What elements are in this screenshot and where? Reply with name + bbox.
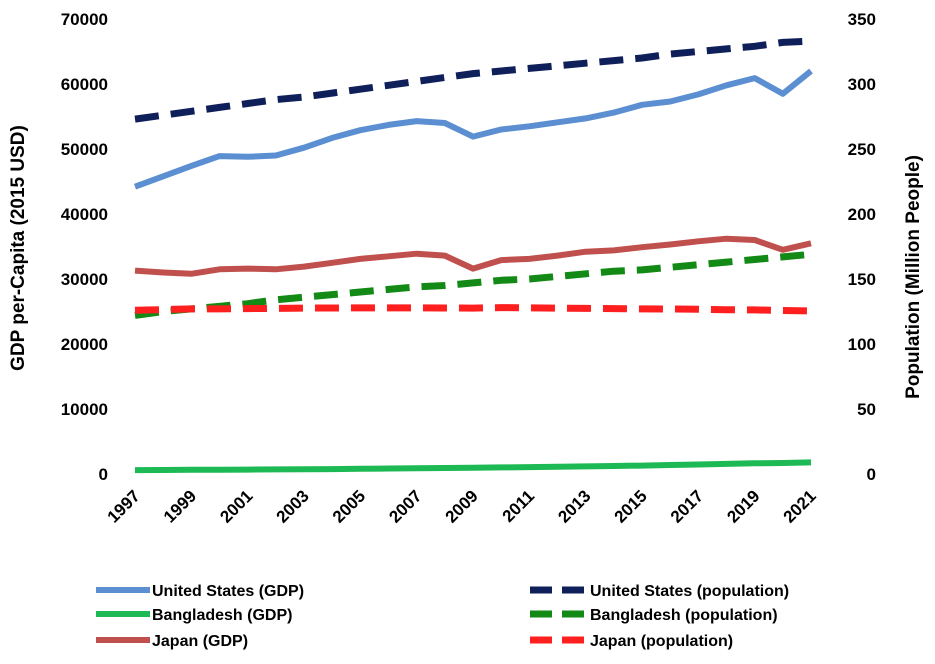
right-tick-label: 150	[848, 270, 876, 289]
right-tick-label: 200	[848, 205, 876, 224]
x-tick-label: 1999	[160, 486, 200, 526]
right-tick-label: 0	[867, 465, 876, 484]
legend-label-2: Japan (GDP)	[152, 633, 248, 650]
x-tick-label: 2017	[667, 486, 707, 526]
series-line-5	[134, 304, 812, 315]
left-tick-label: 60000	[61, 75, 108, 94]
right-tick-label: 250	[848, 140, 876, 159]
right-tick-label: 300	[848, 75, 876, 94]
x-tick-label: 2007	[385, 486, 425, 526]
left-tick-label: 50000	[61, 140, 108, 159]
x-tick-label: 2021	[780, 486, 820, 526]
series-line-4	[134, 250, 812, 319]
left-tick-label: 30000	[61, 270, 108, 289]
right-axis-title: Population (Million People)	[903, 155, 924, 399]
legend-label-1: Bangladesh (GDP)	[152, 607, 292, 624]
series-group	[133, 37, 813, 474]
right-axis-ticks: 0 50 100 150 200 250 300 350	[848, 10, 876, 484]
x-tick-label: 2015	[611, 486, 651, 526]
right-tick-label: 50	[857, 400, 876, 419]
x-tick-label: 2009	[442, 486, 482, 526]
legend-label-5: Japan (population)	[590, 633, 733, 650]
left-tick-label: 10000	[61, 400, 108, 419]
x-tick-label: 2013	[554, 486, 594, 526]
x-tick-label: 1997	[104, 486, 144, 526]
left-tick-label: 70000	[61, 10, 108, 29]
series-line-1	[134, 459, 812, 474]
left-tick-label: 20000	[61, 335, 108, 354]
right-tick-label: 100	[848, 335, 876, 354]
left-tick-label: 0	[99, 465, 108, 484]
x-tick-label: 2005	[329, 486, 369, 526]
x-tick-label: 2011	[499, 486, 539, 526]
x-tick-label: 2001	[216, 486, 256, 526]
legend-label-0: United States (GDP)	[152, 583, 304, 600]
x-axis-ticks: 1997 1999 2001 2003 2005 2007 2009 2011 2013 2015…	[104, 486, 820, 526]
legend-label-3: United States (population)	[590, 583, 789, 600]
x-tick-label: 2003	[273, 486, 313, 526]
right-tick-label: 350	[848, 10, 876, 29]
left-axis-title: GDP per-Capita (2015 USD)	[8, 125, 29, 371]
series-line-3	[134, 37, 812, 123]
series-line-2	[134, 235, 812, 277]
left-axis-ticks: 0 10000 20000 30000 40000 50000 60000 70000	[61, 10, 108, 484]
legend-label-4: Bangladesh (population)	[590, 607, 778, 624]
left-tick-label: 40000	[61, 205, 108, 224]
x-tick-label: 2019	[723, 486, 763, 526]
series-line-0	[133, 68, 813, 190]
legend: United States (GDP) Bangladesh (GDP) Japan…	[96, 583, 789, 650]
